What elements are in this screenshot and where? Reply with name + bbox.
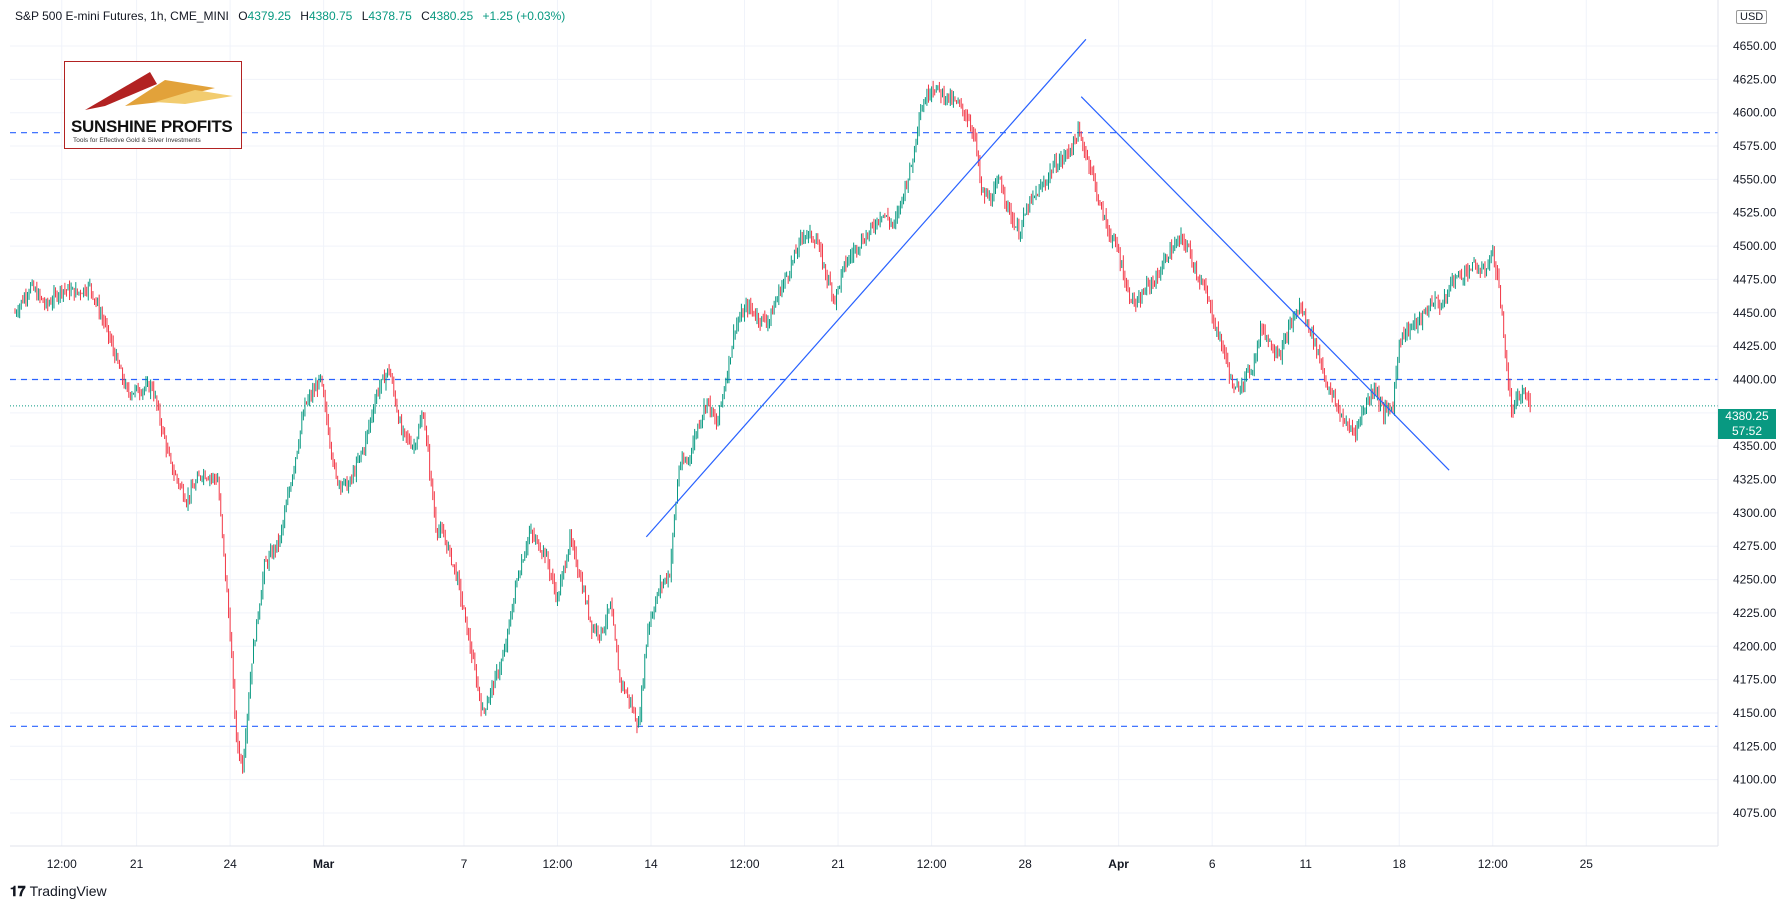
price-tick-label: 4475.00 bbox=[1733, 272, 1777, 286]
high-value: 4380.75 bbox=[308, 9, 353, 23]
time-axis[interactable]: 12:00 21 24 Mar 7 12:00 14 12:00 21 12:00 28 Apr 6 11… bbox=[47, 857, 1594, 871]
price-tick-label: 4525.00 bbox=[1733, 206, 1777, 220]
price-tick-label: 4300.00 bbox=[1733, 506, 1777, 520]
price-tick-label: 4575.00 bbox=[1733, 139, 1777, 153]
time-tick-label: 18 bbox=[1393, 857, 1407, 871]
price-tick-label: 4600.00 bbox=[1733, 106, 1777, 120]
price-tick-label: 4500.00 bbox=[1733, 239, 1777, 253]
tradingview-branding[interactable]: 𝟏𝟕 TradingView bbox=[10, 883, 107, 900]
price-tick-label: 4550.00 bbox=[1733, 172, 1777, 186]
tradingview-logo-icon: 𝟏𝟕 bbox=[10, 883, 26, 899]
logo-swoosh-icon bbox=[85, 72, 233, 110]
sunshine-profits-logo: SUNSHINE PROFITS Tools for Effective Gol… bbox=[64, 61, 242, 149]
symbol-legend: S&P 500 E-mini Futures, 1h, CME_MINI O43… bbox=[15, 9, 565, 23]
open-value: 4379.25 bbox=[247, 9, 291, 23]
price-tick-label: 4625.00 bbox=[1733, 72, 1777, 86]
currency-badge[interactable]: USD bbox=[1736, 10, 1768, 24]
horizontal-levels bbox=[10, 132, 1718, 727]
time-tick-label: 6 bbox=[1209, 857, 1216, 871]
logo-tagline: Tools for Effective Gold & Silver Invest… bbox=[73, 137, 201, 144]
time-tick-label: 12:00 bbox=[47, 857, 77, 871]
bar-countdown: 57:52 bbox=[1731, 424, 1763, 438]
price-tick-label: 4100.00 bbox=[1733, 773, 1777, 787]
price-tick-label: 4250.00 bbox=[1733, 573, 1777, 587]
price-tick-label: 4350.00 bbox=[1733, 439, 1777, 453]
change-value: +1.25 (+0.03%) bbox=[482, 9, 566, 23]
last-price-badge: 4380.25 57:52 bbox=[1718, 409, 1776, 439]
price-tick-label: 4275.00 bbox=[1733, 539, 1777, 553]
candles bbox=[14, 80, 1531, 774]
time-tick-label: 11 bbox=[1299, 857, 1312, 871]
symbol-title[interactable]: S&P 500 E-mini Futures, 1h, CME_MINI bbox=[15, 9, 229, 23]
price-tick-label: 4225.00 bbox=[1733, 606, 1777, 620]
time-tick-label: 21 bbox=[831, 857, 845, 871]
price-tick-label: 4400.00 bbox=[1733, 372, 1777, 386]
open-label: O bbox=[238, 9, 248, 23]
tradingview-name: TradingView bbox=[29, 883, 107, 899]
low-label: L bbox=[361, 9, 369, 23]
trendlines bbox=[645, 38, 1450, 538]
close-label: C bbox=[421, 9, 430, 23]
time-tick-label: 28 bbox=[1018, 857, 1032, 871]
price-tick-label: 4200.00 bbox=[1733, 639, 1777, 653]
price-tick-label: 4150.00 bbox=[1733, 706, 1777, 720]
time-tick-label: 12:00 bbox=[917, 857, 947, 871]
price-tick-label: 4450.00 bbox=[1733, 306, 1777, 320]
high-label: H bbox=[300, 9, 309, 23]
time-tick-label: 7 bbox=[461, 857, 468, 871]
time-tick-label: Mar bbox=[313, 857, 335, 871]
logo-name: SUNSHINE PROFITS bbox=[71, 117, 233, 136]
time-tick-label: 12:00 bbox=[730, 857, 760, 871]
low-value: 4378.75 bbox=[368, 9, 412, 23]
price-tick-label: 4650.00 bbox=[1733, 39, 1777, 53]
time-tick-label: 12:00 bbox=[1478, 857, 1508, 871]
time-tick-label: 25 bbox=[1580, 857, 1594, 871]
time-tick-label: 24 bbox=[223, 857, 237, 871]
close-value: 4380.25 bbox=[429, 9, 474, 23]
time-tick-label: Apr bbox=[1108, 857, 1129, 871]
price-tick-label: 4325.00 bbox=[1733, 473, 1777, 487]
price-tick-label: 4075.00 bbox=[1733, 806, 1777, 820]
time-tick-label: 12:00 bbox=[542, 857, 572, 871]
time-tick-label: 14 bbox=[644, 857, 658, 871]
price-tick-label: 4425.00 bbox=[1733, 339, 1777, 353]
price-tick-label: 4175.00 bbox=[1733, 673, 1777, 687]
trendline bbox=[1080, 96, 1450, 471]
time-tick-label: 21 bbox=[130, 857, 144, 871]
last-price-value: 4380.25 bbox=[1725, 409, 1769, 423]
price-tick-label: 4125.00 bbox=[1733, 739, 1777, 753]
price-axis[interactable]: 4075.00 4100.00 4125.00 4150.00 4175.00 4200.… bbox=[1733, 39, 1777, 820]
trendline bbox=[645, 38, 1087, 538]
grid bbox=[10, 0, 1718, 846]
